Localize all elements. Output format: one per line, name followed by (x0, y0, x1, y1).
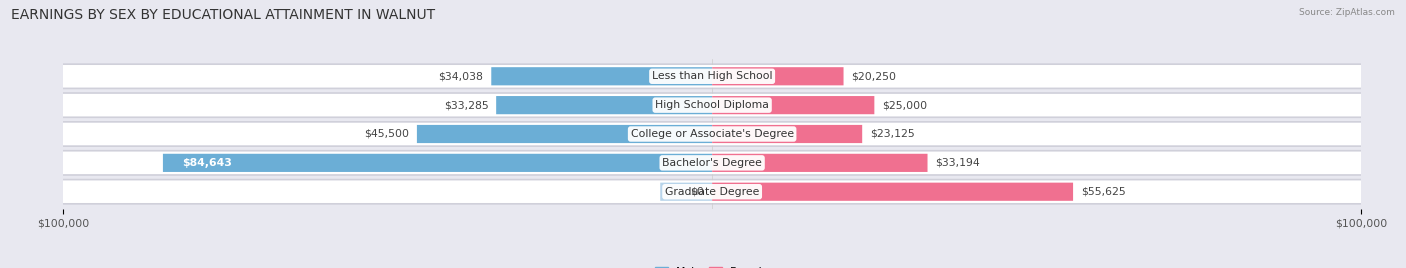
FancyBboxPatch shape (711, 125, 862, 143)
Text: High School Diploma: High School Diploma (655, 100, 769, 110)
FancyBboxPatch shape (44, 64, 1381, 88)
FancyBboxPatch shape (51, 94, 1374, 116)
FancyBboxPatch shape (44, 180, 1381, 204)
FancyBboxPatch shape (163, 154, 713, 172)
Text: Source: ZipAtlas.com: Source: ZipAtlas.com (1299, 8, 1395, 17)
FancyBboxPatch shape (51, 65, 1374, 88)
FancyBboxPatch shape (44, 93, 1381, 117)
Text: $45,500: $45,500 (364, 129, 409, 139)
Text: $84,643: $84,643 (183, 158, 232, 168)
FancyBboxPatch shape (711, 154, 928, 172)
Text: EARNINGS BY SEX BY EDUCATIONAL ATTAINMENT IN WALNUT: EARNINGS BY SEX BY EDUCATIONAL ATTAINMEN… (11, 8, 436, 22)
FancyBboxPatch shape (51, 123, 1374, 145)
FancyBboxPatch shape (491, 67, 713, 85)
Text: $34,038: $34,038 (439, 71, 484, 81)
FancyBboxPatch shape (44, 151, 1381, 175)
Text: $23,125: $23,125 (870, 129, 915, 139)
Text: Bachelor's Degree: Bachelor's Degree (662, 158, 762, 168)
Text: $33,194: $33,194 (935, 158, 980, 168)
Legend: Male, Female: Male, Female (650, 263, 775, 268)
FancyBboxPatch shape (711, 96, 875, 114)
Text: $20,250: $20,250 (851, 71, 896, 81)
FancyBboxPatch shape (661, 183, 713, 201)
Text: Less than High School: Less than High School (652, 71, 772, 81)
FancyBboxPatch shape (51, 152, 1374, 174)
FancyBboxPatch shape (711, 183, 1073, 201)
Text: $55,625: $55,625 (1081, 187, 1126, 197)
Text: College or Associate's Degree: College or Associate's Degree (630, 129, 794, 139)
Text: $0: $0 (690, 187, 704, 197)
FancyBboxPatch shape (496, 96, 713, 114)
FancyBboxPatch shape (44, 122, 1381, 146)
Text: $25,000: $25,000 (882, 100, 928, 110)
FancyBboxPatch shape (418, 125, 713, 143)
Text: Graduate Degree: Graduate Degree (665, 187, 759, 197)
Text: $33,285: $33,285 (444, 100, 488, 110)
FancyBboxPatch shape (711, 67, 844, 85)
FancyBboxPatch shape (51, 180, 1374, 203)
